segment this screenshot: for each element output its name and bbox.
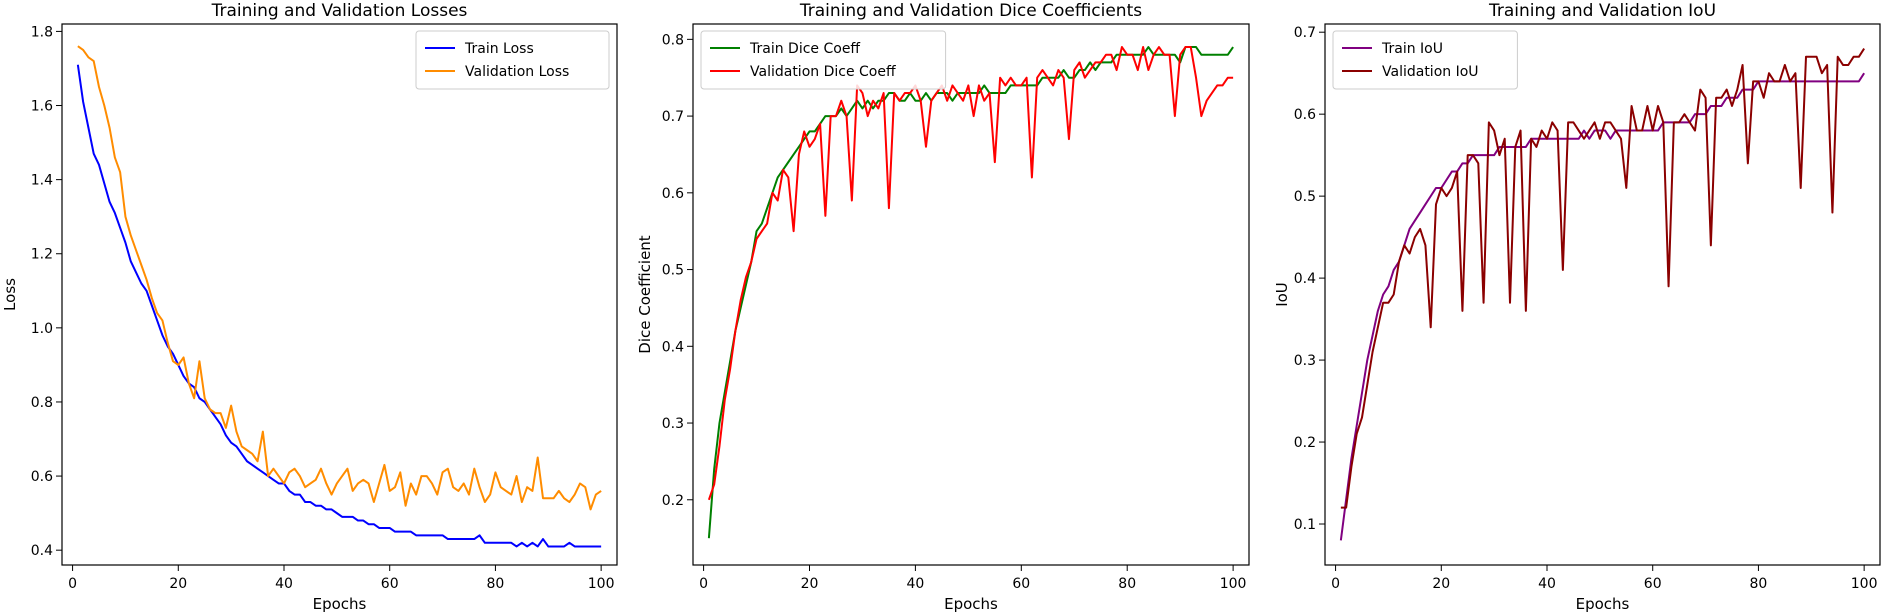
x-axis-label: Epochs	[313, 595, 367, 613]
y-tick-label: 0.6	[1294, 107, 1316, 123]
chart-title: Training and Validation IoU	[1488, 1, 1716, 21]
x-tick-label: 100	[1220, 576, 1247, 592]
y-axis-label: Dice Coefficient	[636, 235, 654, 353]
y-tick-label: 0.4	[1294, 271, 1316, 287]
y-tick-label: 0.3	[1294, 353, 1316, 369]
legend: Train Loss Validation Loss	[415, 30, 610, 90]
series-line-validation-dice-coeff	[707, 46, 1234, 501]
chart-panel-3: 0 20 40 60 80 100 0.1 0.2 0.3 0.4 0.5 0.6 0.7 Trainin…	[1273, 1, 1881, 613]
legend-label: Train Loss	[464, 41, 534, 57]
y-tick-label: 1.4	[31, 173, 53, 189]
axes-frame	[692, 23, 1250, 566]
y-tick-label: 1.8	[31, 24, 53, 40]
legend-label: Validation Loss	[465, 64, 569, 80]
y-tick-label: 0.5	[662, 263, 684, 279]
x-tick-label: 20	[1432, 576, 1450, 592]
chart-panel-1: 0 20 40 60 80 100 0.4 0.6 0.8 1.0 1.2 1.4 1.6 1.8 Trai…	[1, 1, 618, 613]
legend-label: Validation Dice Coeff	[750, 64, 896, 80]
chart-title: Training and Validation Losses	[211, 1, 468, 21]
y-tick-label: 0.1	[1294, 517, 1316, 533]
series-line-train-loss	[76, 64, 602, 548]
x-tick-label: 60	[1644, 576, 1662, 592]
legend-box	[700, 30, 947, 90]
x-tick-label: 0	[699, 576, 708, 592]
x-tick-label: 40	[1538, 576, 1556, 592]
x-tick-label: 80	[487, 576, 505, 592]
axes-frame	[61, 23, 618, 566]
legend-box	[1332, 30, 1518, 90]
chart-title: Training and Validation Dice Coefficient…	[799, 1, 1142, 21]
x-axis-label: Epochs	[1576, 595, 1630, 613]
legend-label: Train IoU	[1381, 41, 1443, 57]
y-tick-label: 0.4	[31, 543, 53, 559]
x-tick-label: 20	[169, 576, 187, 592]
y-tick-label: 1.2	[31, 247, 53, 263]
y-tick-label: 0.5	[1294, 189, 1316, 205]
x-axis-label: Epochs	[944, 595, 998, 613]
y-tick-label: 0.3	[662, 416, 684, 432]
x-tick-label: 60	[381, 576, 399, 592]
series-line-train-dice-coeff	[707, 46, 1234, 539]
x-tick-label: 0	[1331, 576, 1340, 592]
y-axis-label: Loss	[1, 278, 19, 311]
y-tick-label: 0.8	[662, 32, 684, 48]
legend-label: Train Dice Coeff	[749, 41, 860, 57]
x-tick-label: 80	[1750, 576, 1768, 592]
series-line-train-iou	[1339, 72, 1865, 541]
x-tick-label: 80	[1118, 576, 1136, 592]
y-tick-label: 1.0	[31, 321, 53, 337]
y-axis-label: IoU	[1273, 282, 1291, 307]
y-tick-label: 0.6	[31, 469, 53, 485]
series-line-validation-iou	[1340, 48, 1865, 509]
y-tick-label: 1.6	[31, 99, 53, 115]
x-tick-label: 100	[588, 576, 615, 592]
chart-panel-2: 0 20 40 60 80 100 0.2 0.3 0.4 0.5 0.6 0.7 0.8 Trainin…	[636, 1, 1250, 613]
x-tick-label: 0	[68, 576, 77, 592]
y-tick-label: 0.4	[662, 339, 684, 355]
legend: Train Dice Coeff Validation Dice Coeff	[700, 30, 947, 90]
y-tick-label: 0.6	[662, 186, 684, 202]
x-tick-label: 60	[1012, 576, 1030, 592]
legend-box	[415, 30, 610, 90]
y-tick-label: 0.7	[662, 109, 684, 125]
x-tick-label: 40	[275, 576, 293, 592]
legend-label: Validation IoU	[1382, 64, 1479, 80]
y-tick-label: 0.8	[31, 395, 53, 411]
x-tick-label: 40	[906, 576, 924, 592]
y-tick-label: 0.2	[662, 493, 684, 509]
y-tick-label: 0.7	[1294, 25, 1316, 41]
axes-frame	[1324, 23, 1881, 566]
x-tick-label: 20	[801, 576, 819, 592]
y-tick-label: 0.2	[1294, 435, 1316, 451]
x-tick-label: 100	[1851, 576, 1878, 592]
legend: Train IoU Validation IoU	[1332, 30, 1518, 90]
series-line-validation-loss	[77, 45, 602, 511]
